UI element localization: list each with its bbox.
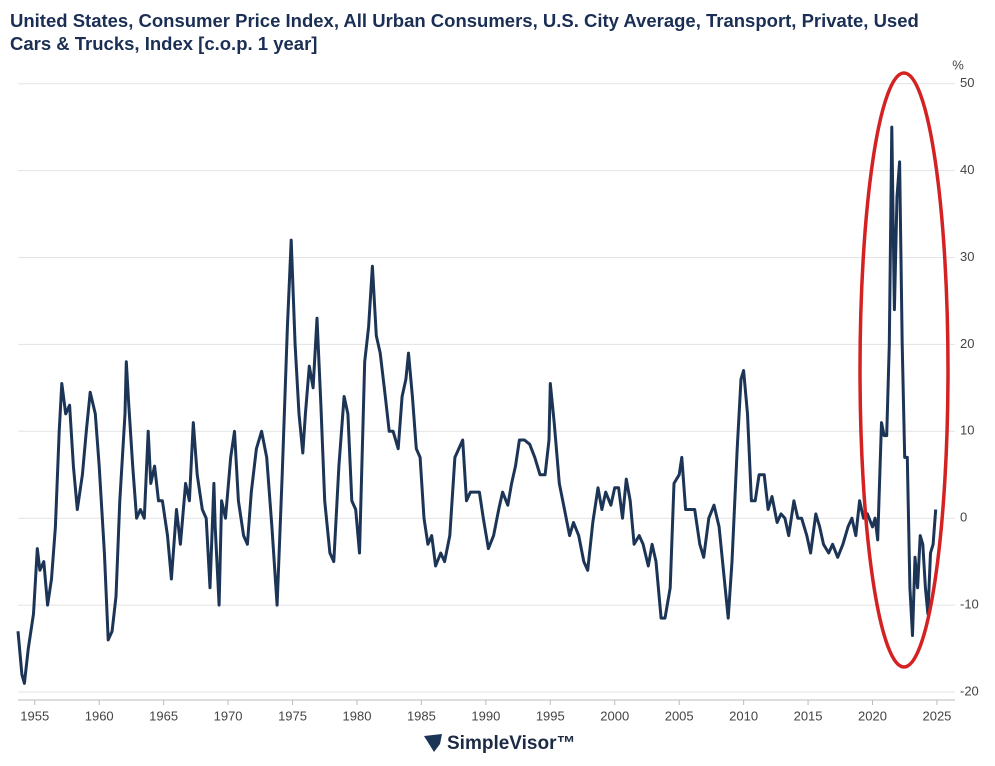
x-tick-label: 1970: [214, 708, 243, 723]
x-tick-label: 2015: [794, 708, 823, 723]
plot-area: -20 -10 0 10 20 30 40 50 1955 1960 1965 1970 1975 198…: [16, 75, 979, 723]
y-tick-label: 50: [960, 75, 974, 90]
source: SimpleVisor™: [447, 733, 575, 754]
y-tick-label: 20: [960, 336, 974, 351]
x-tick-label: 2005: [665, 708, 694, 723]
x-tick-label: 1955: [20, 708, 49, 723]
y-tick-label: 40: [960, 162, 974, 177]
y-tick-label: -10: [960, 597, 979, 612]
series-line: [16, 125, 938, 685]
x-tick-label: 2020: [858, 708, 887, 723]
x-tick-label: 1975: [278, 708, 307, 723]
y-unit: %: [952, 57, 964, 72]
x-tick-label: 1985: [407, 708, 436, 723]
y-tick-label: 30: [960, 249, 974, 264]
chart-title: United States, Consumer Price Index, All…: [10, 10, 919, 54]
highlight-ellipse: [858, 71, 950, 669]
x-tick-label: 1995: [536, 708, 565, 723]
logo: SimpleVisor™: [424, 733, 575, 754]
x-tick-label: 1980: [343, 708, 372, 723]
y-tick-label: 0: [960, 510, 967, 525]
logo-icon: [424, 734, 442, 752]
x-tick-label: 2000: [600, 708, 629, 723]
x-tick-label: 2025: [922, 708, 951, 723]
x-tick-label: 2010: [729, 708, 758, 723]
x-tick-label: 1960: [85, 708, 114, 723]
x-tick-label: 1965: [149, 708, 178, 723]
y-tick-label: -20: [960, 683, 979, 698]
y-tick-label: 10: [960, 423, 974, 438]
x-tick-label: 1990: [471, 708, 500, 723]
